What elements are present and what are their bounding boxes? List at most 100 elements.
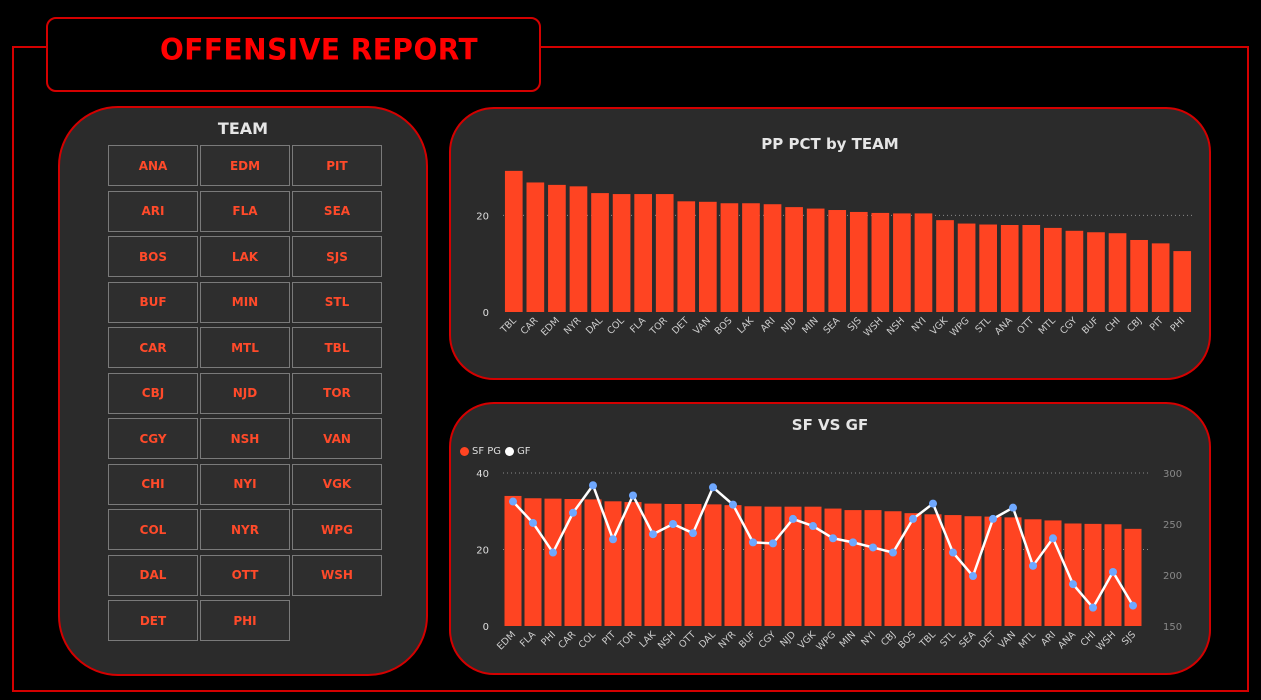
team-button-ana[interactable]: ANA	[108, 145, 198, 186]
team-button-col[interactable]: COL	[108, 509, 198, 550]
sf-chart-title: SF VS GF	[791, 416, 869, 434]
team-button-car[interactable]: CAR	[108, 327, 198, 368]
team-button-tor[interactable]: TOR	[292, 372, 382, 414]
pp-bar-vgk	[936, 220, 954, 312]
team-button-nyi[interactable]: NYI	[200, 463, 290, 505]
pp-bar-buf	[1087, 232, 1105, 312]
gf-point-wpg	[829, 534, 837, 543]
pp-x-tick-label: NJD	[779, 315, 799, 335]
gf-point-car	[569, 508, 577, 517]
gf-point-det	[989, 514, 997, 523]
sf-vs-gf-chart-panel: SF VS GF SF PG GF 0 20 40 150 200 250 300 EDM FL…	[449, 402, 1211, 675]
team-button-njd[interactable]: NJD	[200, 372, 290, 414]
sf-x-tick-label: EDM	[495, 629, 518, 652]
sf-y-right-tick-label: 200	[1163, 571, 1182, 582]
pp-x-tick-label: VAN	[691, 315, 713, 337]
team-button-tbl[interactable]: TBL	[292, 327, 382, 368]
sf-x-tick-label: WPG	[814, 629, 838, 653]
pp-bar-lak	[742, 203, 760, 312]
sf-y-left-tick-label: 0	[483, 622, 489, 633]
sf-x-tick-label: CBJ	[879, 629, 898, 648]
team-button-ott[interactable]: OTT	[200, 554, 290, 596]
sf-x-tick-label: TOR	[616, 629, 639, 652]
sf-bar-lak	[644, 503, 662, 626]
sf-x-tick-label: TBL	[917, 629, 938, 650]
sf-bar-mtl	[1024, 519, 1042, 626]
sf-x-tick-label: VAN	[997, 629, 1019, 651]
pp-bar-sea	[828, 210, 847, 312]
pp-x-tick-label: NYI	[910, 315, 929, 334]
gf-point-phi	[549, 548, 557, 557]
sf-x-tick-label: OTT	[677, 629, 698, 650]
pp-bar-wpg	[957, 223, 976, 312]
pp-bar-ari	[763, 204, 782, 312]
team-button-chi[interactable]: CHI	[108, 463, 198, 505]
gf-point-nyr	[729, 500, 737, 509]
team-button-wpg[interactable]: WPG	[292, 509, 382, 550]
slicer-title: TEAM	[217, 119, 269, 138]
pp-bar-car	[526, 182, 545, 312]
gf-point-lak	[649, 530, 657, 539]
legend-sf-label: SF PG	[472, 446, 502, 457]
sf-x-tick-label: NJD	[778, 629, 798, 649]
gf-point-njd	[789, 514, 797, 523]
team-button-cgy[interactable]: CGY	[108, 418, 198, 459]
team-button-nsh[interactable]: NSH	[200, 418, 290, 459]
pp-x-tick-label: ARI	[759, 315, 778, 334]
gf-point-nsh	[669, 520, 677, 528]
gf-point-tbl	[929, 499, 937, 508]
team-button-cbj[interactable]: CBJ	[108, 372, 198, 414]
pp-x-tick-label: CBJ	[1125, 315, 1144, 334]
team-button-nyr[interactable]: NYR	[200, 509, 290, 550]
sf-y-left-tick-label: 40	[476, 469, 489, 480]
pp-x-tick-label: DET	[670, 315, 691, 336]
gf-point-ana	[1069, 580, 1077, 589]
pp-bar-van	[699, 201, 717, 312]
sf-y-right-tick-label: 250	[1163, 520, 1182, 531]
team-button-sjs[interactable]: SJS	[292, 236, 382, 277]
sf-x-tick-label: COL	[577, 629, 599, 651]
sf-bar-ott	[684, 503, 702, 626]
sf-y-right-tick-label: 300	[1163, 469, 1182, 480]
pp-bar-nsh	[893, 213, 911, 312]
team-button-ari[interactable]: ARI	[108, 190, 198, 232]
sf-bar-tor	[624, 502, 642, 626]
team-button-buf[interactable]: BUF	[108, 281, 198, 323]
pp-bar-col	[612, 194, 631, 312]
pp-x-tick-label: MTL	[1037, 315, 1059, 337]
pp-bar-ana	[1000, 225, 1019, 312]
gf-point-col	[589, 481, 597, 490]
team-button-van[interactable]: VAN	[292, 418, 382, 459]
team-button-mtl[interactable]: MTL	[200, 327, 290, 368]
legend-gf-marker	[505, 447, 515, 456]
team-button-lak[interactable]: LAK	[200, 236, 290, 277]
pp-bar-dal	[591, 193, 609, 312]
team-button-dal[interactable]: DAL	[108, 554, 198, 596]
team-button-stl[interactable]: STL	[292, 281, 382, 323]
team-button-phi[interactable]: PHI	[200, 600, 290, 641]
team-slicer-panel: TEAM ANA EDM PIT ARI FLA SEA BOS LAK SJS BUF MIN ST…	[58, 106, 428, 676]
pp-x-tick-label: NSH	[885, 315, 907, 337]
team-button-fla[interactable]: FLA	[200, 190, 290, 232]
legend-item-sf[interactable]: SF PG	[460, 446, 501, 457]
title-box: OFFENSIVE REPORT	[46, 17, 541, 92]
pp-x-tick-label: VGK	[928, 315, 951, 338]
pp-bar-njd	[785, 207, 803, 312]
sf-bar-nyi	[864, 510, 882, 626]
team-button-pit[interactable]: PIT	[292, 145, 382, 186]
team-button-edm[interactable]: EDM	[200, 145, 290, 186]
team-button-min[interactable]: MIN	[200, 281, 290, 323]
sf-bar-vgk	[804, 506, 822, 626]
team-button-sea[interactable]: SEA	[292, 190, 382, 232]
sf-bar-col	[584, 499, 602, 626]
team-button-det[interactable]: DET	[108, 600, 198, 641]
gf-point-ott	[689, 529, 697, 538]
team-button-bos[interactable]: BOS	[108, 236, 198, 277]
pp-x-tick-label: DAL	[584, 315, 606, 337]
chart-legend: SF PG GF	[460, 446, 535, 457]
pp-bar-stl	[979, 224, 997, 312]
legend-item-gf[interactable]: GF	[505, 446, 531, 457]
team-button-vgk[interactable]: VGK	[292, 463, 382, 505]
sf-bar-sjs	[1124, 528, 1142, 626]
team-button-wsh[interactable]: WSH	[292, 554, 382, 596]
